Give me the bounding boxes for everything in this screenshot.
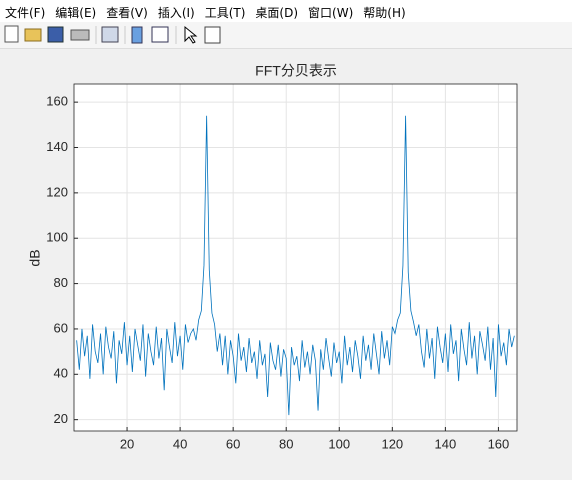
plot-area — [74, 84, 517, 431]
menu-item[interactable]: 插入(I) — [157, 6, 195, 20]
y-tick-label: 120 — [46, 184, 68, 199]
axes-box — [73, 83, 518, 432]
x-tick-label: 80 — [279, 436, 293, 451]
menu-item[interactable]: 编辑(E) — [55, 6, 97, 20]
menu-item[interactable]: 窗口(W) — [308, 6, 354, 20]
menu-bar: 文件(F) 编辑(E) 查看(V) 插入(I) 工具(T) 桌面(D) 窗口(W) 帮助(H) — [0, 0, 572, 22]
x-tick-label: 100 — [328, 436, 350, 451]
link-icon[interactable] — [101, 26, 119, 43]
menu-item[interactable]: 文件(F) — [5, 6, 46, 20]
menu-item[interactable]: 帮助(H) — [363, 6, 406, 20]
x-tick-label: 120 — [381, 436, 403, 451]
property-icon[interactable] — [204, 26, 221, 44]
y-tick-label: 100 — [46, 230, 68, 245]
toolbar — [0, 22, 572, 49]
x-tick-label: 60 — [226, 436, 240, 451]
chart: FFT分贝表示 dB 20 40 60 80 100 120 140 160 20 40 60 80 1… — [27, 63, 518, 451]
save-icon[interactable] — [47, 26, 64, 43]
menu-item[interactable]: 桌面(D) — [255, 6, 299, 20]
open-icon[interactable] — [24, 28, 42, 42]
new-icon[interactable] — [4, 25, 19, 43]
x-tick-label: 140 — [435, 436, 457, 451]
y-tick-label: 80 — [54, 275, 68, 290]
pointer-icon[interactable] — [184, 25, 198, 44]
menu-item[interactable]: 查看(V) — [106, 6, 148, 20]
y-tick-label: 40 — [54, 366, 68, 381]
x-tick-label: 40 — [173, 436, 187, 451]
menu-item[interactable]: 工具(T) — [204, 6, 246, 20]
chart-title: FFT分贝表示 — [255, 63, 337, 79]
fft-line — [76, 115, 515, 416]
y-tick-label: 20 — [54, 411, 68, 426]
x-tick-label: 160 — [488, 436, 510, 451]
legend-icon[interactable] — [151, 26, 169, 43]
print-icon[interactable] — [70, 29, 90, 41]
y-tick-label: 160 — [46, 94, 68, 109]
y-axis-label: dB — [27, 249, 43, 266]
y-tick-label: 60 — [54, 320, 68, 335]
x-tick-label: 20 — [120, 436, 134, 451]
colorbar-icon[interactable] — [131, 26, 143, 44]
y-tick-label: 140 — [46, 139, 68, 154]
